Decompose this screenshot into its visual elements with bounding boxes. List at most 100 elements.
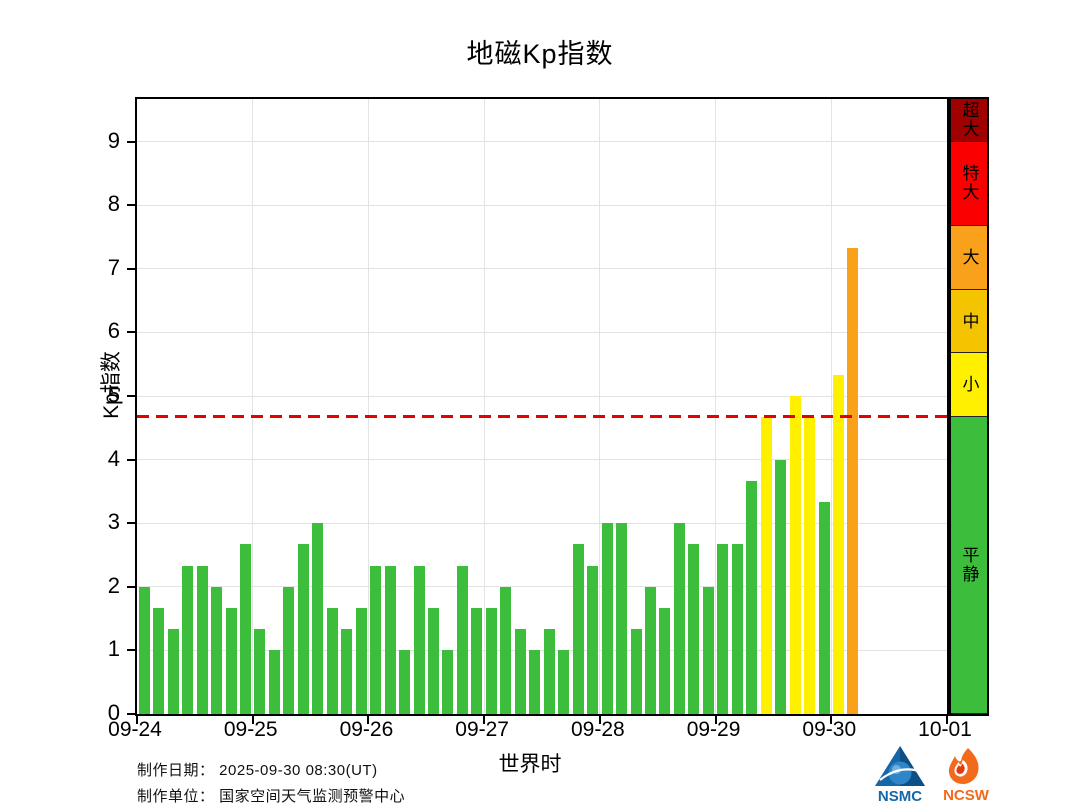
kp-bar <box>355 607 367 714</box>
vertical-gridline <box>367 99 369 714</box>
kp-bar <box>312 523 324 714</box>
kp-bar <box>644 586 656 714</box>
horizontal-gridline <box>137 395 947 397</box>
y-tick-label: 0 <box>107 700 120 725</box>
vertical-gridline <box>252 99 254 714</box>
legend-band: 小 <box>951 353 987 417</box>
kp-bar <box>413 565 425 714</box>
legend-band-label: 小 <box>959 375 979 395</box>
kp-bar <box>804 417 816 714</box>
y-axis-tick <box>127 140 135 143</box>
kp-bar <box>673 523 685 714</box>
legend-band: 大 <box>951 226 987 290</box>
y-axis-tick <box>127 522 135 525</box>
x-axis-tick <box>251 716 254 724</box>
vertical-gridline <box>483 99 485 714</box>
nsmc-logo-icon: NSMC <box>872 744 928 809</box>
horizontal-gridline <box>137 141 947 143</box>
kp-bar <box>182 565 194 714</box>
x-tick-label: 09-25 <box>223 718 278 741</box>
kp-bar <box>688 544 700 714</box>
kp-bar <box>167 629 179 714</box>
y-tick-label: 1 <box>107 636 120 662</box>
kp-bar <box>153 607 165 714</box>
y-tick-label: 3 <box>107 509 120 535</box>
horizontal-gridline <box>137 522 947 524</box>
x-tick-label: 09-27 <box>455 718 509 741</box>
legend-band-label: 大 <box>959 247 979 267</box>
x-axis-tick <box>136 716 138 724</box>
x-tick-label: 09-24 <box>108 718 162 741</box>
x-axis-tick <box>830 716 833 724</box>
kp-bar <box>485 607 497 714</box>
y-tick-label: 6 <box>107 318 120 344</box>
y-tick-label: 2 <box>107 572 120 598</box>
kp-bar <box>514 629 526 714</box>
kp-bar <box>789 396 801 714</box>
x-axis-tick <box>598 716 601 724</box>
footer-production-org: 制作单位： 国家空间天气监测预警中心 <box>137 788 406 805</box>
horizontal-gridline <box>137 268 947 270</box>
y-tick-label: 9 <box>107 127 120 153</box>
kp-bar <box>442 650 454 714</box>
horizontal-gridline <box>137 586 947 588</box>
kp-bar <box>138 586 150 714</box>
kp-bar <box>746 480 758 714</box>
kp-bar <box>254 629 266 714</box>
x-axis-tick <box>483 716 486 724</box>
y-axis-tick <box>127 395 135 397</box>
horizontal-gridline <box>137 331 947 333</box>
kp-bar <box>775 459 787 714</box>
kp-bar <box>297 544 309 714</box>
storm-level-legend: 超大 特大大中小平静 <box>949 97 989 716</box>
kp-bar <box>616 523 628 714</box>
x-tick-label: 09-30 <box>802 718 857 741</box>
y-tick-label: 4 <box>107 445 120 471</box>
kp-bar <box>760 417 772 714</box>
kp-bar <box>818 502 830 714</box>
kp-bar <box>456 565 468 714</box>
y-axis-tick <box>127 458 135 461</box>
y-axis-tick <box>127 585 135 588</box>
kp-bar <box>428 607 440 714</box>
ncsw-logo-text: NCSW <box>943 787 990 804</box>
vertical-gridline <box>599 99 601 714</box>
legend-band-label: 中 <box>959 311 979 331</box>
horizontal-gridline <box>137 204 947 206</box>
kp-bar <box>833 375 845 714</box>
kp-bar <box>500 586 512 714</box>
kp-bar <box>239 544 251 714</box>
kp-bar <box>529 650 541 714</box>
plot-area <box>127 97 949 724</box>
kp-bar <box>558 650 570 714</box>
kp-bar <box>659 607 671 714</box>
kp-bar <box>717 544 729 714</box>
x-tick-label: 10-01 <box>918 718 972 741</box>
kp-bar <box>196 565 208 714</box>
legend-band: 超大 <box>951 99 987 142</box>
legend-band: 平静 <box>951 416 987 714</box>
kp-bar <box>731 544 743 714</box>
kp-bar <box>283 586 295 714</box>
x-axis-tick <box>367 716 370 724</box>
kp-bar <box>847 247 859 714</box>
y-axis-tick <box>127 331 135 334</box>
kp-bar <box>384 565 396 714</box>
vertical-gridline <box>830 99 832 714</box>
y-tick-label: 8 <box>107 191 120 217</box>
vertical-gridline <box>715 99 717 714</box>
kp-bar <box>601 523 613 714</box>
kp-bar <box>572 544 584 714</box>
chart-title: 地磁Kp指数 <box>466 39 614 69</box>
horizontal-gridline <box>137 649 947 651</box>
y-axis-tick <box>127 204 135 207</box>
kp-bar <box>326 607 338 714</box>
kp-bar <box>471 607 483 714</box>
legend-band-label: 超大 <box>959 100 979 139</box>
y-tick-label: 5 <box>107 382 120 407</box>
y-tick-label: 7 <box>107 254 120 280</box>
x-tick-label: 09-28 <box>570 718 625 741</box>
storm-threshold-line <box>137 415 947 419</box>
x-tick-label: 09-26 <box>339 718 394 741</box>
